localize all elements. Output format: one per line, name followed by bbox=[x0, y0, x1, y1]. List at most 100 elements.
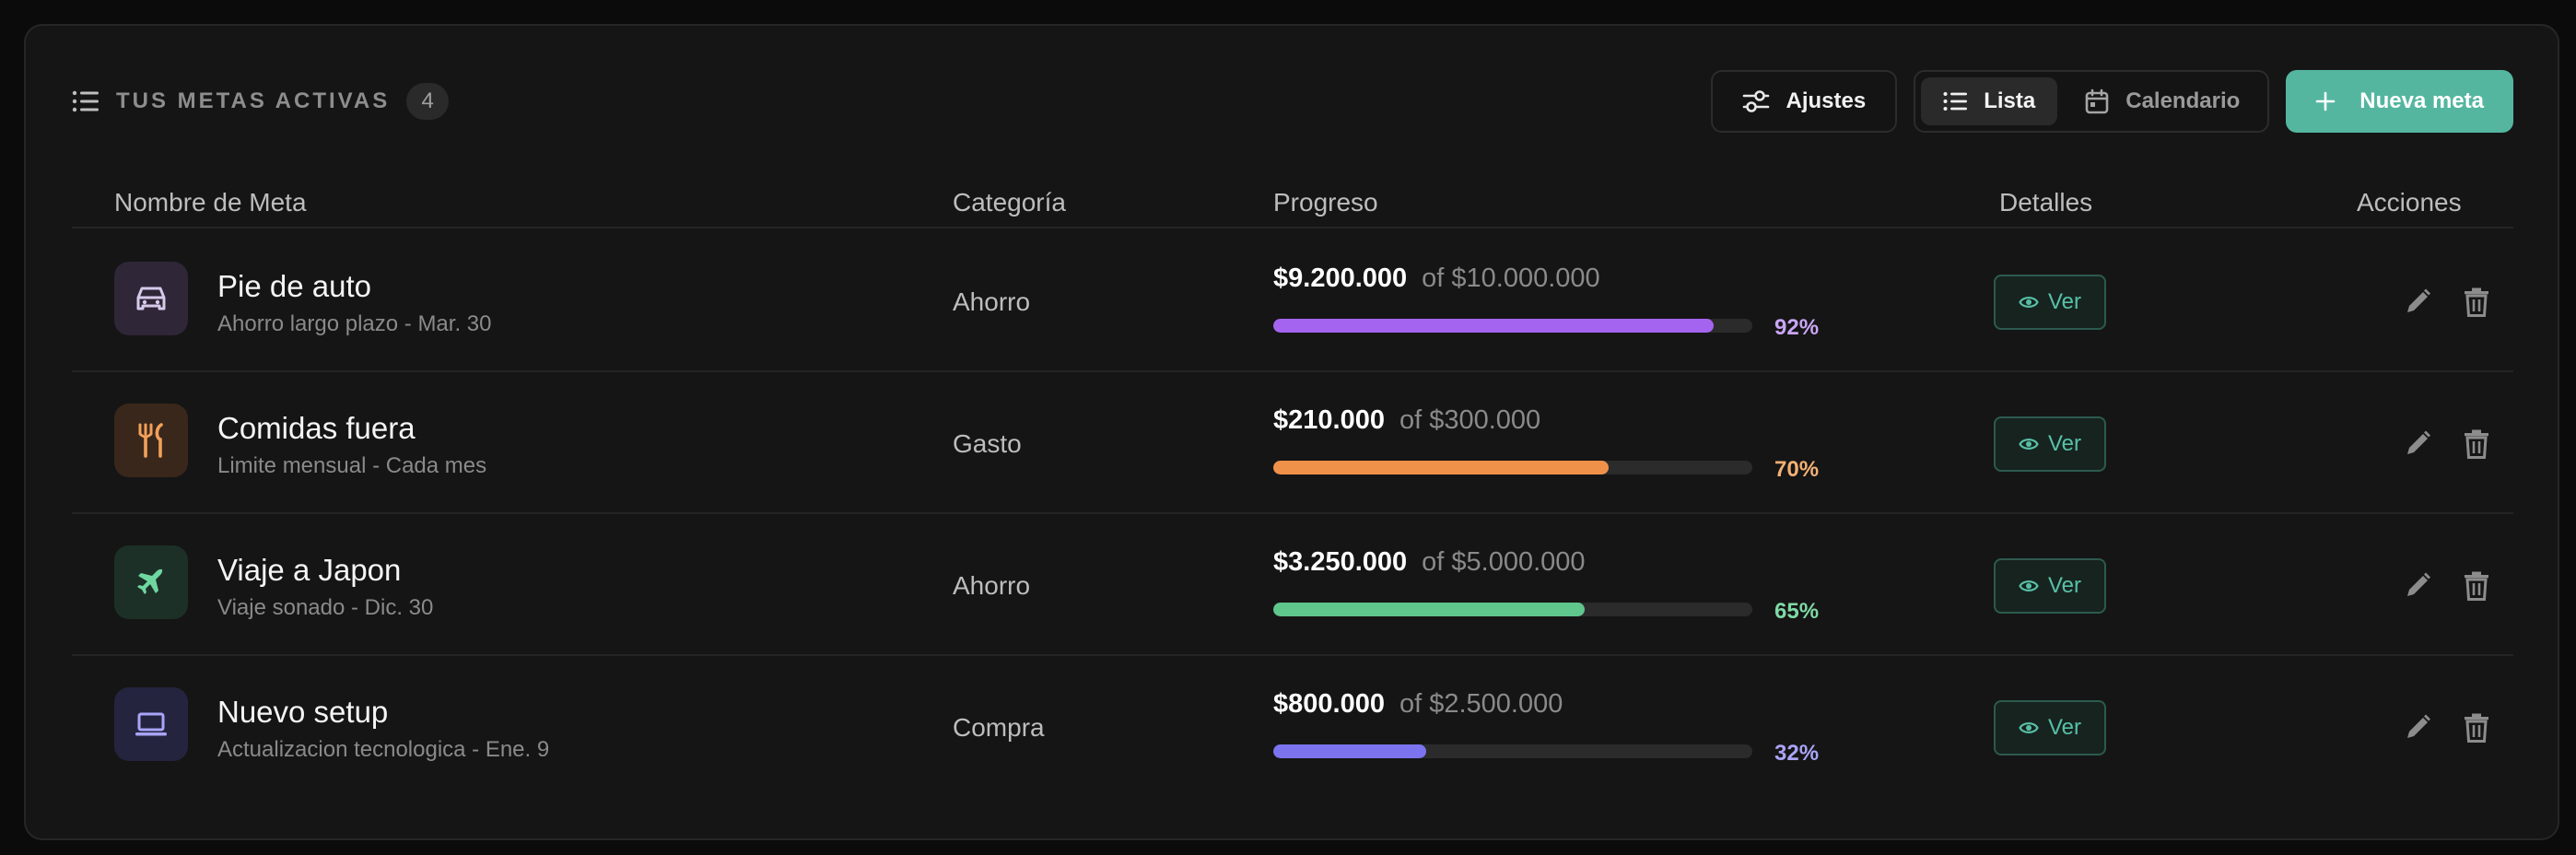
goal-amounts: $9.200.000 of $10.000.000 bbox=[1273, 265, 1600, 292]
column-header-name: Nombre de Meta bbox=[114, 188, 307, 217]
airplane-icon bbox=[135, 567, 167, 598]
progress-bar bbox=[1273, 461, 1752, 474]
eye-icon bbox=[2019, 720, 2039, 735]
view-details-label: Ver bbox=[2047, 573, 2082, 598]
column-header-progress: Progreso bbox=[1273, 188, 1378, 217]
goal-subtitle: Viaje sonado - Dic. 30 bbox=[217, 595, 434, 620]
goal-current-amount: $210.000 bbox=[1273, 405, 1385, 435]
table-header: Nombre de Meta Categoría Progreso Detall… bbox=[72, 164, 2513, 228]
goal-target-amount: of $2.500.000 bbox=[1399, 689, 1563, 719]
eye-icon bbox=[2019, 437, 2039, 451]
goal-target-amount: of $5.000.000 bbox=[1422, 547, 1586, 577]
goal-category: Gasto bbox=[953, 429, 1022, 458]
calendar-icon bbox=[2085, 88, 2109, 114]
goal-name: Nuevo setup bbox=[217, 695, 389, 729]
trash-icon bbox=[2463, 712, 2490, 744]
sliders-icon bbox=[1742, 89, 1770, 113]
panel-title: TUS METAS ACTIVAS bbox=[116, 88, 391, 113]
header-actions: Ajustes Lista bbox=[1710, 70, 2513, 133]
view-list-label: Lista bbox=[1984, 88, 2036, 113]
edit-button[interactable] bbox=[2399, 284, 2436, 321]
table-row: Pie de auto Ahorro largo plazo - Mar. 30… bbox=[72, 230, 2513, 372]
delete-button[interactable] bbox=[2458, 568, 2495, 604]
view-details-button[interactable]: Ver bbox=[1994, 416, 2106, 472]
goal-subtitle: Actualizacion tecnologica - Ene. 9 bbox=[217, 737, 550, 762]
progress-bar bbox=[1273, 319, 1752, 333]
goal-subtitle: Limite mensual - Cada mes bbox=[217, 453, 487, 478]
utensils-icon bbox=[135, 423, 167, 458]
table-row: Nuevo setup Actualizacion tecnologica - … bbox=[72, 656, 2513, 798]
pencil-icon bbox=[2403, 429, 2432, 459]
goal-category: Ahorro bbox=[953, 287, 1031, 316]
view-details-button[interactable]: Ver bbox=[1994, 275, 2106, 330]
goal-amounts: $210.000 of $300.000 bbox=[1273, 407, 1540, 434]
column-header-details: Detalles bbox=[1999, 188, 2093, 217]
new-goal-button[interactable]: Nueva meta bbox=[2286, 70, 2513, 133]
goals-panel: TUS METAS ACTIVAS 4 Ajustes bbox=[24, 24, 2559, 840]
car-icon bbox=[135, 284, 168, 313]
delete-button[interactable] bbox=[2458, 426, 2495, 463]
goal-amounts: $800.000 of $2.500.000 bbox=[1273, 691, 1563, 718]
view-calendar-label: Calendario bbox=[2125, 88, 2241, 113]
trash-icon bbox=[2463, 428, 2490, 460]
goal-target-amount: of $10.000.000 bbox=[1422, 264, 1600, 293]
view-list-button[interactable]: Lista bbox=[1921, 77, 2058, 125]
progress-percent: 65% bbox=[1774, 599, 1820, 624]
pencil-icon bbox=[2403, 571, 2432, 601]
pencil-icon bbox=[2403, 287, 2432, 317]
edit-button[interactable] bbox=[2399, 709, 2436, 746]
goal-icon-tile bbox=[114, 687, 188, 761]
progress-percent: 92% bbox=[1774, 315, 1820, 340]
view-details-button[interactable]: Ver bbox=[1994, 558, 2106, 614]
progress-bar-fill bbox=[1273, 319, 1715, 333]
edit-button[interactable] bbox=[2399, 568, 2436, 604]
progress-percent: 70% bbox=[1774, 457, 1820, 482]
goal-icon-tile bbox=[114, 404, 188, 477]
view-calendar-button[interactable]: Calendario bbox=[2063, 77, 2262, 125]
delete-button[interactable] bbox=[2458, 709, 2495, 746]
column-header-actions: Acciones bbox=[2357, 188, 2462, 217]
settings-label: Ajustes bbox=[1786, 88, 1867, 113]
goal-count-badge: 4 bbox=[406, 83, 450, 120]
goal-amounts: $3.250.000 of $5.000.000 bbox=[1273, 549, 1586, 576]
goal-name: Viaje a Japon bbox=[217, 553, 402, 587]
goal-name: Pie de auto bbox=[217, 269, 371, 303]
goal-category: Compra bbox=[953, 713, 1045, 742]
goal-icon-tile bbox=[114, 545, 188, 619]
progress-percent: 32% bbox=[1774, 741, 1820, 766]
view-toggle: Lista Calendario bbox=[1914, 70, 2270, 133]
progress-bar-fill bbox=[1273, 603, 1585, 616]
view-details-button[interactable]: Ver bbox=[1994, 700, 2106, 755]
list-view-icon bbox=[1943, 91, 1968, 111]
panel-title-group: TUS METAS ACTIVAS 4 bbox=[72, 83, 450, 120]
goal-name: Comidas fuera bbox=[217, 411, 416, 445]
settings-button[interactable]: Ajustes bbox=[1710, 70, 1898, 133]
list-icon bbox=[72, 90, 100, 112]
progress-bar-fill bbox=[1273, 461, 1609, 474]
progress-bar-fill bbox=[1273, 744, 1427, 758]
laptop-icon bbox=[134, 710, 169, 738]
goal-icon-tile bbox=[114, 262, 188, 335]
goal-current-amount: $800.000 bbox=[1273, 689, 1385, 719]
new-goal-label: Nueva meta bbox=[2359, 88, 2484, 113]
delete-button[interactable] bbox=[2458, 284, 2495, 321]
goal-category: Ahorro bbox=[953, 571, 1031, 600]
view-details-label: Ver bbox=[2047, 715, 2082, 740]
eye-icon bbox=[2019, 579, 2039, 593]
progress-bar bbox=[1273, 603, 1752, 616]
panel-header: TUS METAS ACTIVAS 4 Ajustes bbox=[72, 70, 2513, 133]
table-row: Viaje a Japon Viaje sonado - Dic. 30 Aho… bbox=[72, 514, 2513, 656]
goal-current-amount: $3.250.000 bbox=[1273, 547, 1408, 577]
goal-subtitle: Ahorro largo plazo - Mar. 30 bbox=[217, 311, 492, 336]
goal-current-amount: $9.200.000 bbox=[1273, 264, 1408, 293]
view-details-label: Ver bbox=[2047, 431, 2082, 456]
pencil-icon bbox=[2403, 713, 2432, 743]
table-row: Comidas fuera Limite mensual - Cada mes … bbox=[72, 372, 2513, 514]
edit-button[interactable] bbox=[2399, 426, 2436, 463]
progress-bar bbox=[1273, 744, 1752, 758]
trash-icon bbox=[2463, 570, 2490, 602]
goal-target-amount: of $300.000 bbox=[1399, 405, 1541, 435]
eye-icon bbox=[2019, 295, 2039, 310]
column-header-category: Categoría bbox=[953, 188, 1066, 217]
plus-icon bbox=[2315, 91, 2336, 111]
